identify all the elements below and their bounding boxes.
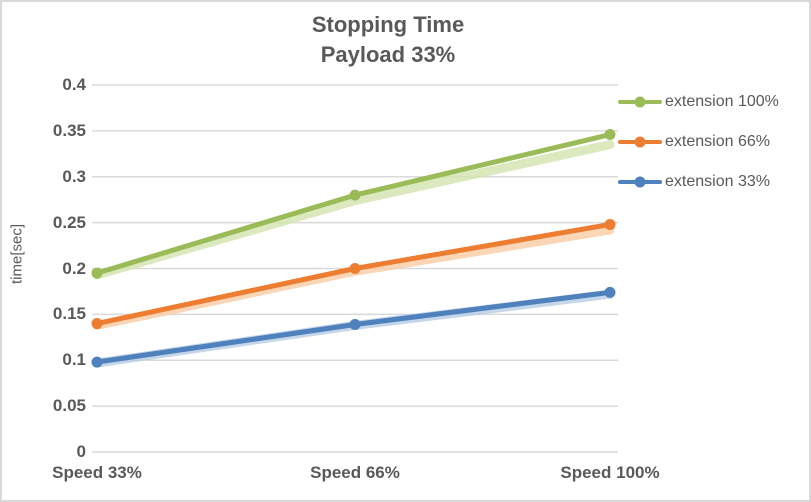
- data-point-marker: [91, 318, 103, 330]
- x-tick-label: Speed 100%: [560, 463, 660, 482]
- legend-marker-icon: [618, 176, 662, 188]
- data-point-marker: [604, 286, 616, 298]
- legend-label: extension 100%: [665, 93, 779, 110]
- data-point-marker: [91, 267, 103, 279]
- chart-title-line2: Payload 33%: [320, 42, 456, 67]
- legend-item-extension-66: extension 66%: [618, 129, 779, 155]
- y-tick-label: 0.25: [52, 212, 86, 232]
- chart-title: Stopping Time Payload 33%: [2, 10, 774, 70]
- x-tick-label: Speed 33%: [52, 463, 142, 482]
- y-tick-label: 0.4: [62, 75, 86, 94]
- y-tick-label: 0.2: [62, 258, 86, 278]
- y-tick-label: 0.05: [52, 396, 86, 416]
- chart-title-line1: Stopping Time: [311, 12, 465, 37]
- y-tick-label: 0.15: [52, 304, 86, 324]
- y-tick-label: 0.3: [62, 166, 86, 186]
- y-tick-label: 0.35: [52, 120, 86, 140]
- legend-item-extension-100: extension 100%: [618, 89, 779, 115]
- data-point-marker: [349, 263, 361, 274]
- data-point-marker: [604, 218, 616, 230]
- series-trend-line: [92, 140, 615, 280]
- legend: extension 100% extension 66% extension 3…: [618, 89, 779, 195]
- legend-label: extension 66%: [665, 133, 770, 150]
- data-point-marker: [91, 356, 103, 368]
- legend-marker-icon: [618, 136, 662, 148]
- legend-marker-icon: [618, 96, 662, 108]
- series-trend-line: [92, 225, 615, 330]
- legend-label: extension 33%: [665, 173, 770, 190]
- y-tick-label: 0.1: [62, 350, 86, 370]
- x-tick-label: Speed 66%: [310, 463, 400, 482]
- data-point-marker: [604, 129, 616, 141]
- y-tick-label: 0: [76, 442, 86, 461]
- data-point-marker: [349, 189, 361, 201]
- legend-item-extension-33: extension 33%: [618, 169, 779, 195]
- data-point-marker: [349, 318, 361, 330]
